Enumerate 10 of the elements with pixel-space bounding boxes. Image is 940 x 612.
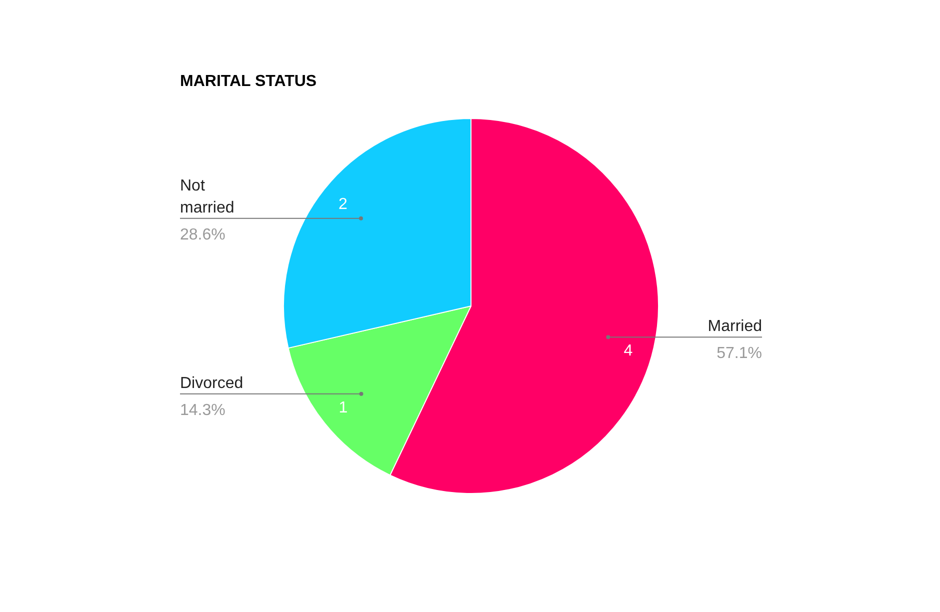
slice-label: Divorced [180,374,244,392]
slice-label: Married [708,318,762,336]
chart-title: MARITAL STATUS [180,73,317,90]
text: 4 [624,342,633,360]
data-label: 14.3% [180,402,226,419]
data-label: 28.6% [180,226,226,244]
data-label: 57.1% [716,345,762,362]
text: 1 [338,399,348,416]
text: 2 [338,196,348,213]
slice-label: Not married [180,177,234,216]
